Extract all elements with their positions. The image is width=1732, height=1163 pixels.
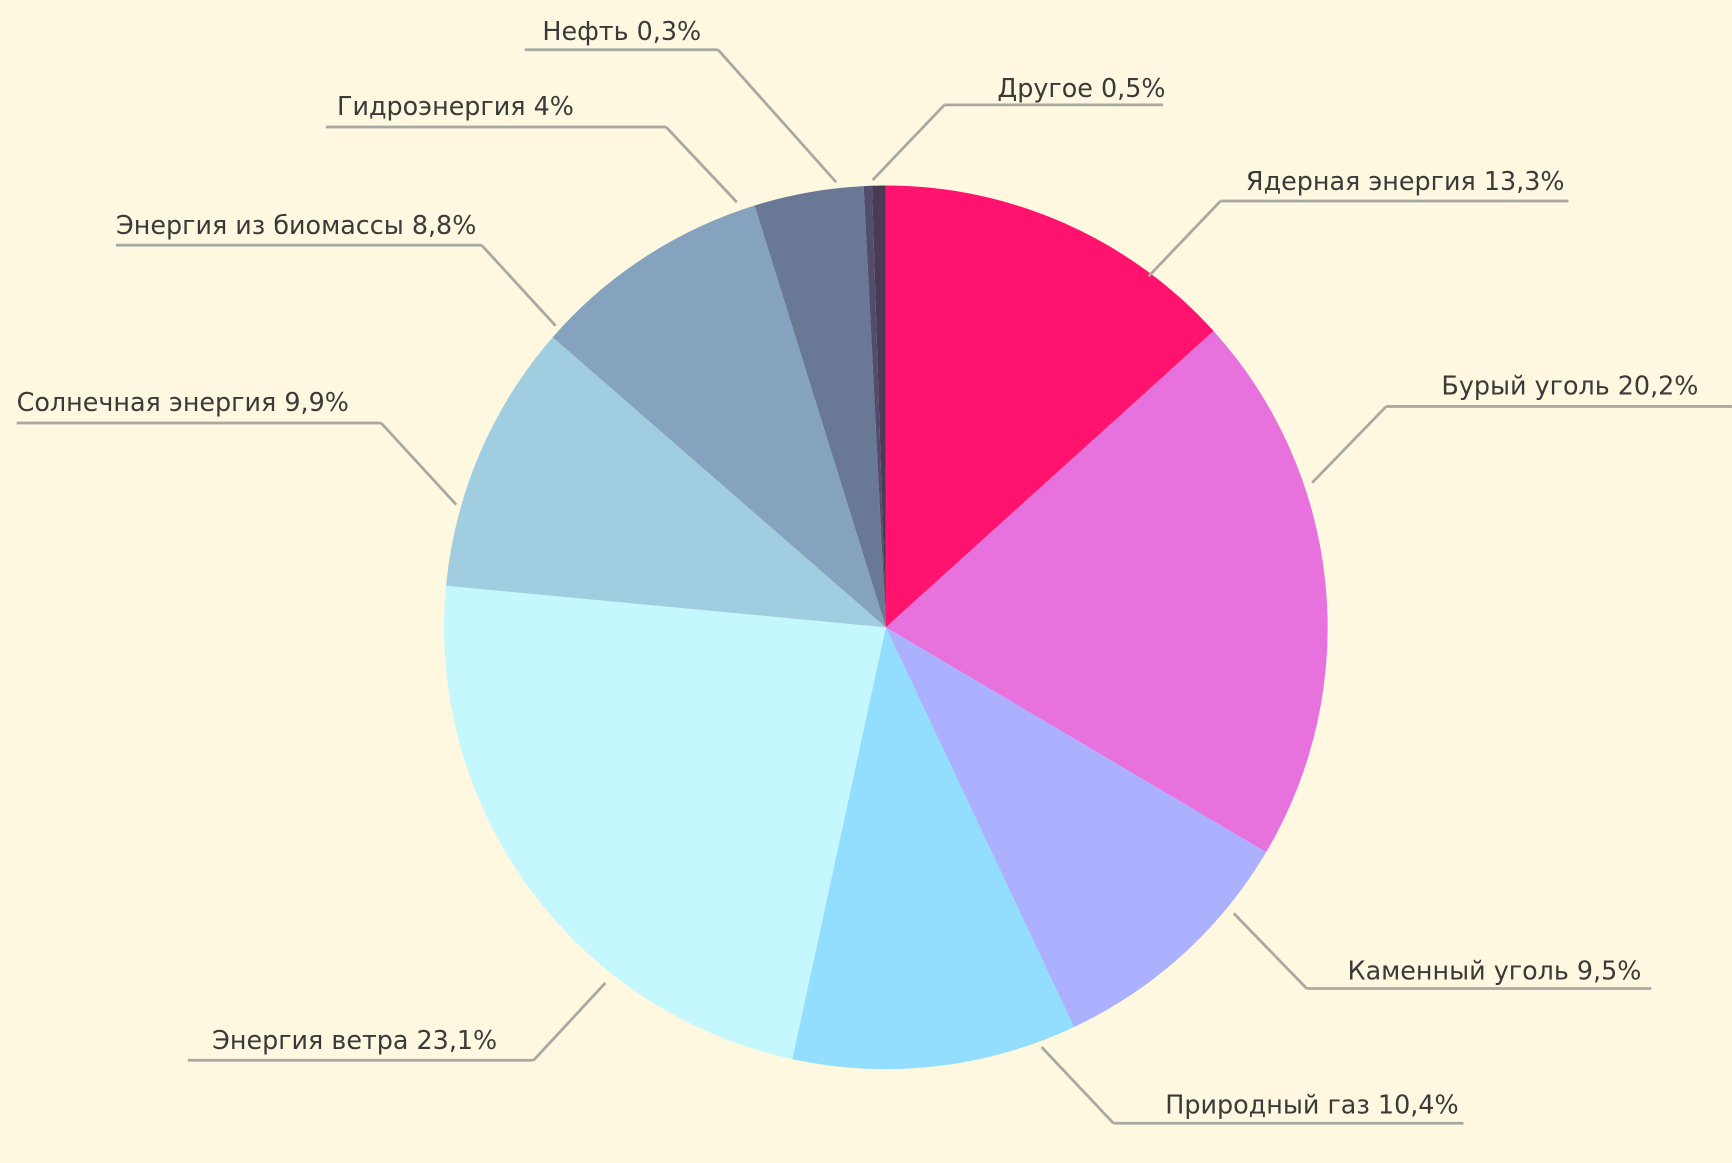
pie-slice <box>885 331 1328 853</box>
leader-line <box>532 982 607 1062</box>
slice-label: Энергия ветра 23,1% <box>212 1025 497 1055</box>
slice-label: Бурый уголь 20,2% <box>1441 370 1698 400</box>
slice-label: Энергия из биомассы 8,8% <box>116 210 476 240</box>
leader-line <box>665 126 738 204</box>
pie-slice <box>444 585 886 1060</box>
slice-label: Гидроэнергия 4% <box>337 91 574 121</box>
leader-line <box>480 244 557 327</box>
slice-label: Солнечная энергия 9,9% <box>17 387 349 417</box>
slice-label: Природный газ 10,4% <box>1165 1089 1458 1119</box>
pie-slice <box>863 185 886 628</box>
leader-line <box>1040 1046 1115 1125</box>
leader-line <box>1311 405 1388 484</box>
pie-slice <box>446 337 886 628</box>
slice-label: Нефть 0,3% <box>542 16 701 46</box>
pie-slice <box>872 185 886 628</box>
leader-line <box>1147 200 1222 278</box>
pie-slice <box>885 627 1267 1028</box>
leader-line <box>1232 912 1308 990</box>
leader-line <box>716 48 838 184</box>
slice-label: Другое 0,5% <box>997 73 1165 103</box>
slice-label: Ядерная энергия 13,3% <box>1246 166 1565 196</box>
pie-slices <box>444 185 1328 1070</box>
pie-slice <box>885 185 1214 628</box>
leader-line <box>871 103 946 181</box>
pie-labels: Ядерная энергия 13,3% Бурый уголь 20,2% Ка… <box>17 16 1732 1125</box>
pie-slice <box>792 627 1074 1070</box>
pie-slice <box>552 205 886 628</box>
pie-slice <box>754 186 886 628</box>
slice-label: Каменный уголь 9,5% <box>1348 956 1642 986</box>
leader-line <box>380 422 458 506</box>
